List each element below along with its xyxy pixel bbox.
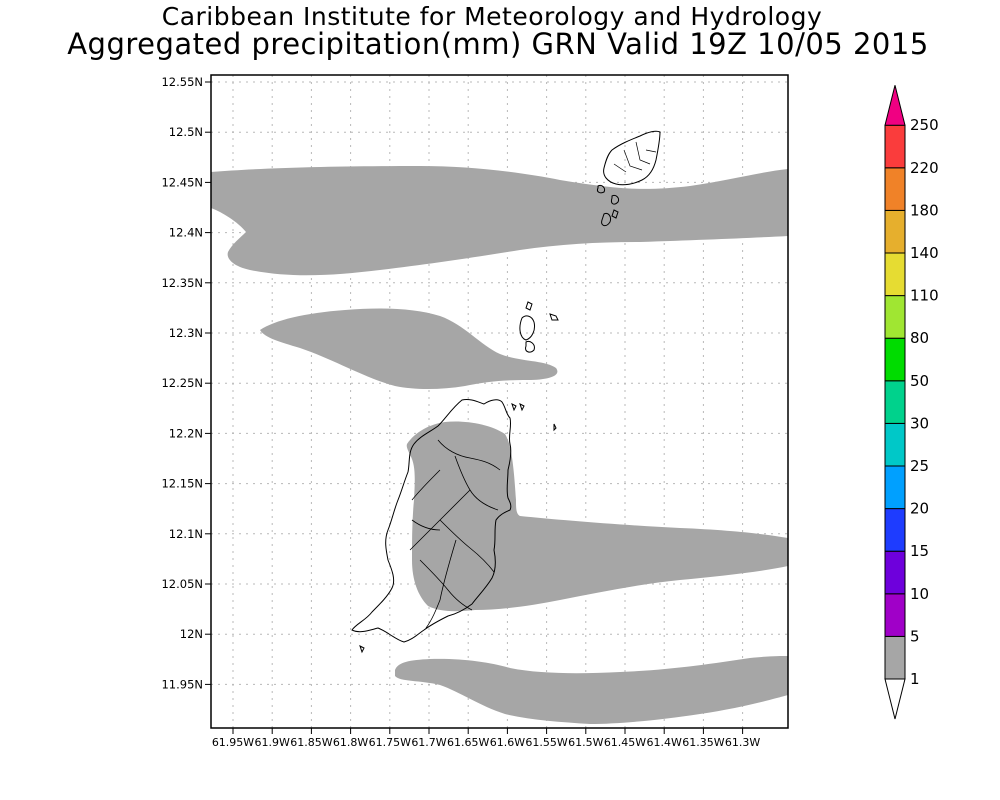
lat-tick-label: 12.55N: [161, 75, 203, 89]
colorbar-segment: [884, 380, 906, 424]
colorbar-label: 80: [910, 329, 929, 347]
lat-tick-label: 12.05N: [161, 577, 203, 591]
lat-tick-labels: 12.55N 12.5N 12.45N 12.4N 12.35N 12.3N 12.25N 1…: [161, 75, 211, 691]
map-frame: [210, 74, 789, 729]
coastlines: [351, 130, 661, 654]
lat-tick-label: 12.15N: [161, 477, 203, 491]
lat-tick-label: 12.4N: [169, 226, 203, 240]
grenada-island-outline: [351, 399, 512, 643]
colorbar-segment: [884, 209, 906, 254]
precip-band-middle: [260, 308, 558, 389]
colorbar-label: 250: [910, 116, 939, 134]
colorbar-label: 5: [910, 627, 920, 645]
precip-shading: [211, 166, 788, 724]
lat-tick-label: 12.35N: [161, 276, 203, 290]
precip-band-south: [395, 656, 788, 724]
colorbar-label: 30: [910, 414, 929, 432]
lon-tick-label: 61.55W: [525, 736, 567, 749]
lon-tick-label: 61.35W: [682, 736, 724, 749]
precip-band-north: [211, 166, 788, 276]
colorbar-label: 110: [910, 287, 939, 305]
colorbar-high-arrow: [884, 85, 906, 126]
precip-band-grenada: [406, 421, 788, 612]
colorbar-segment: [884, 593, 906, 637]
chart-title: Caribbean Institute for Meteorology and …: [161, 2, 823, 31]
lon-tick-label: 61.75W: [369, 736, 411, 749]
lon-tick-label: 61.7W: [411, 736, 446, 749]
lon-tick-label: 61.5W: [568, 736, 603, 749]
lat-tick-label: 12.1N: [169, 527, 203, 541]
carriacou-internal: [613, 141, 657, 173]
colorbar-segment: [884, 124, 906, 169]
colorbar-label: 1: [910, 670, 920, 688]
colorbar-segment: [884, 167, 906, 211]
parish-boundaries: [409, 439, 501, 629]
lon-tick-label: 61.6W: [490, 736, 525, 749]
carriacou-outline: [597, 130, 661, 227]
lon-tick-label: 61.9W: [255, 736, 290, 749]
colorbar-label: 15: [910, 542, 929, 560]
colorbar-low-arrow: [884, 678, 906, 720]
lat-tick-label: 12.3N: [169, 326, 203, 340]
colorbar-label: 20: [910, 500, 929, 518]
lat-tick-label: 12.2N: [169, 426, 203, 440]
colorbar-segment: [884, 337, 906, 382]
colorbar-segment: [884, 635, 906, 680]
lon-tick-label: 61.85W: [290, 736, 332, 749]
colorbar-segment: [884, 550, 906, 595]
lat-tick-label: 12N: [180, 627, 203, 641]
lat-tick-label: 11.95N: [161, 677, 203, 691]
lon-tick-label: 61.95W: [212, 736, 254, 749]
chart-subtitle: Aggregated precipitation(mm) GRN Valid 1…: [67, 27, 929, 61]
grenadines-small-islands: [359, 301, 559, 654]
lon-tick-label: 61.65W: [447, 736, 489, 749]
colorbar-label: 180: [910, 201, 939, 219]
lon-tick-label: 61.4W: [647, 736, 682, 749]
colorbar-label: 25: [910, 457, 929, 475]
colorbar-label: 10: [910, 585, 929, 603]
lon-tick-labels: 61.95W 61.9W 61.85W 61.8W 61.75W 61.7W 61.65W 6…: [212, 728, 760, 749]
colorbar-label: 140: [910, 244, 939, 262]
lat-tick-label: 12.25N: [161, 376, 203, 390]
lat-tick-label: 12.45N: [161, 175, 203, 189]
colorbar-segment: [884, 295, 906, 339]
colorbar-segment: [884, 252, 906, 297]
colorbar-label: 50: [910, 372, 929, 390]
lon-tick-label: 61.3W: [725, 736, 760, 749]
colorbar-segment: [884, 465, 906, 510]
lat-tick-label: 12.5N: [169, 125, 203, 139]
lon-tick-label: 61.8W: [333, 736, 368, 749]
colorbar-segment: [884, 422, 906, 467]
lon-tick-label: 61.45W: [604, 736, 646, 749]
colorbar-label: 220: [910, 159, 939, 177]
colorbar-segment: [884, 508, 906, 552]
